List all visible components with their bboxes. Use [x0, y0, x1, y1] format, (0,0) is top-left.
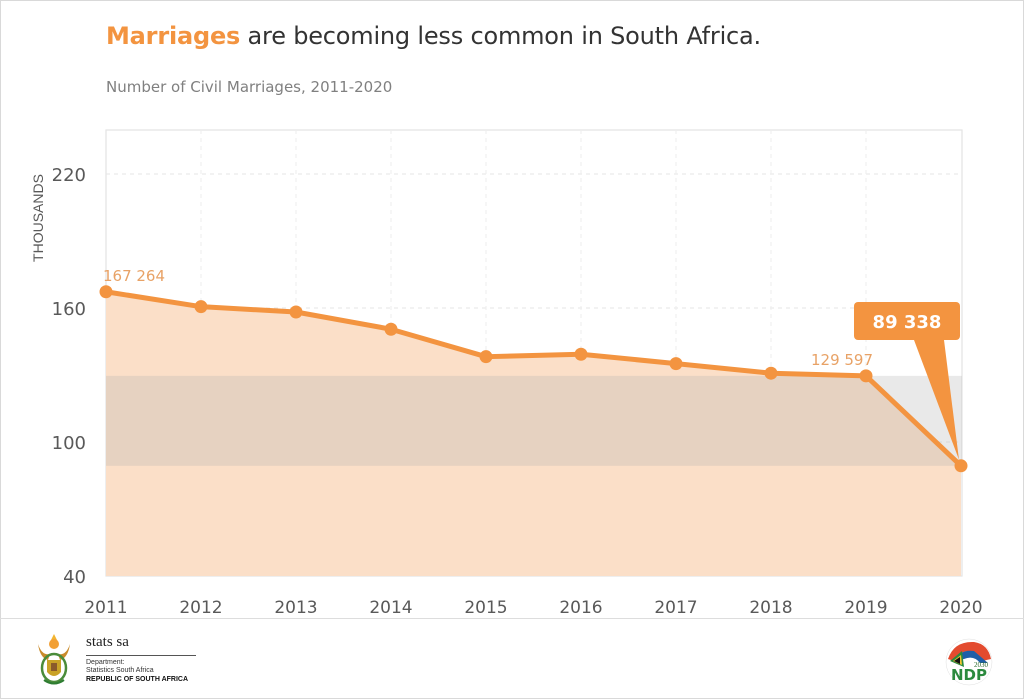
y-tick-label: 220: [52, 165, 86, 186]
data-point-2012: [194, 300, 208, 314]
series-area: [106, 291, 961, 576]
chart-title: Marriages are becoming less common in So…: [106, 22, 761, 50]
data-point-2011: [99, 285, 113, 299]
dept-line-2: Statistics South Africa: [86, 667, 154, 674]
x-tick-label: 2015: [464, 598, 507, 618]
x-tick-label: 2014: [369, 598, 412, 618]
x-tick-label: 2018: [749, 598, 792, 618]
y-tick-label: 40: [63, 567, 86, 588]
data-point-2019: [859, 369, 873, 383]
data-point-2016: [574, 347, 588, 361]
callout-label: 89 338: [873, 312, 942, 333]
x-tick-label: 2013: [274, 598, 317, 618]
x-tick-label: 2020: [939, 598, 982, 618]
x-tick-label: 2019: [844, 598, 887, 618]
coat-of-arms-icon: [38, 634, 70, 685]
footer-divider: [0, 618, 1024, 619]
republic-label: REPUBLIC OF SOUTH AFRICA: [86, 676, 189, 683]
title-highlight: Marriages: [106, 22, 241, 50]
y-tick-label: 160: [52, 299, 86, 320]
highlight-band: [106, 375, 962, 466]
data-point-2018: [764, 366, 778, 380]
title-rest: are becoming less common in South Africa…: [240, 22, 762, 50]
data-point-2020: [954, 459, 968, 473]
x-tick-label: 2011: [84, 598, 127, 618]
x-tick-label: 2016: [559, 598, 602, 618]
data-label: 129 597: [811, 351, 873, 369]
data-point-2013: [289, 305, 303, 319]
callout-pointer: [914, 340, 959, 460]
dept-line-1: Department:: [86, 659, 125, 666]
data-point-2015: [479, 350, 493, 364]
stats-sa-logo: stats sa Department: Statistics South Af…: [30, 628, 200, 690]
ndp-2030-logo: 2030 NDP: [945, 638, 993, 686]
x-tick-label: 2012: [179, 598, 222, 618]
x-tick-label: 2017: [654, 598, 697, 618]
series-line: [105, 289, 963, 468]
data-label: 167 264: [103, 267, 165, 285]
stats-sa-name: stats sa: [86, 634, 129, 650]
y-axis-label: THOUSANDS: [30, 174, 46, 262]
chart-subtitle: Number of Civil Marriages, 2011-2020: [106, 78, 393, 96]
stats-sa-rule: [86, 655, 196, 656]
ndp-year: 2030: [974, 661, 989, 669]
data-point-2014: [384, 322, 398, 336]
callout-box: [854, 302, 960, 340]
stats-sa-department: Department: Statistics South Africa: [86, 659, 154, 675]
y-tick-label: 100: [52, 433, 86, 454]
ndp-text: NDP: [951, 666, 987, 684]
data-point-2017: [669, 357, 683, 371]
